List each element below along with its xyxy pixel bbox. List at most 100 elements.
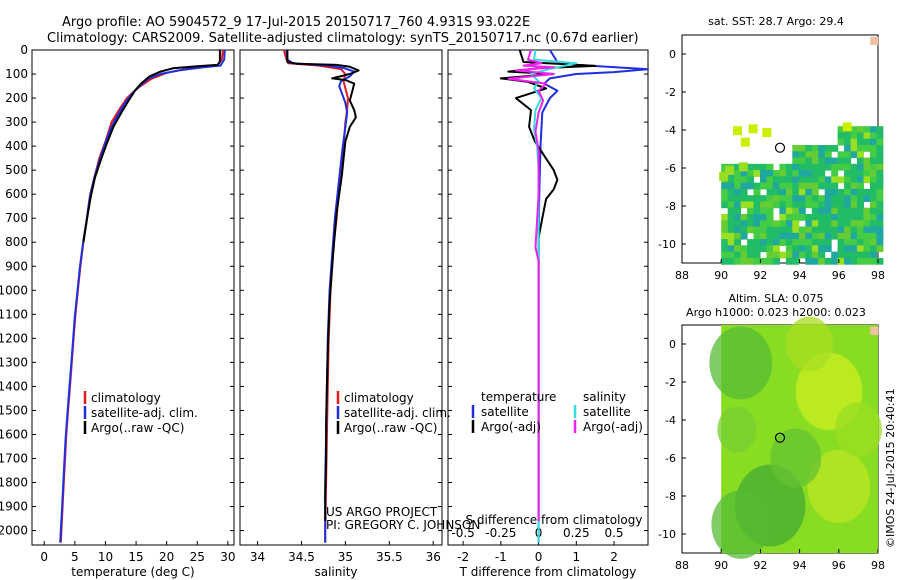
- x-tick-label: 36: [426, 550, 441, 564]
- sst-cell: [876, 207, 884, 215]
- depth-tick-label: 300: [5, 115, 28, 129]
- sst-cell: [857, 214, 864, 221]
- temperature-series-satellite-adj-clim: [59, 49, 226, 543]
- legend-label-s-satellite: satellite: [583, 405, 631, 419]
- sst-cell: [876, 220, 884, 228]
- depth-tick-label: 0: [20, 43, 28, 57]
- sst-cell: [734, 207, 742, 215]
- x-tick-label: 0: [40, 550, 48, 564]
- sst-cell: [818, 220, 826, 228]
- sst-cell: [792, 145, 800, 152]
- map-y-tick-label: -6: [665, 162, 676, 175]
- sst-cell: [805, 145, 813, 152]
- sst-cell: [857, 220, 864, 228]
- sst-cell: [811, 257, 819, 265]
- sst-cell: [850, 138, 858, 146]
- sst-cell: [753, 195, 761, 202]
- sst-cell: [850, 176, 858, 184]
- sst-cell: [772, 182, 780, 190]
- sst-cell: [844, 188, 852, 196]
- x-tick-label: -1: [495, 550, 507, 564]
- sst-cell: [753, 182, 761, 190]
- sst-cell: [734, 245, 742, 253]
- sst-cell: [760, 239, 767, 246]
- sst-cell: [721, 245, 729, 253]
- sst-cell: [818, 214, 826, 221]
- sst-cell: [785, 251, 793, 259]
- sst-cell: [818, 176, 826, 184]
- sst-cell: [876, 214, 884, 221]
- map-x-tick-label: 88: [675, 559, 689, 572]
- sst-cell: [766, 182, 774, 190]
- series-layer: [59, 49, 649, 543]
- x-tick-label: 34.5: [288, 550, 315, 564]
- depth-tick-label: 700: [5, 211, 28, 225]
- sst-cell: [772, 176, 780, 184]
- sst-cell: [753, 245, 761, 253]
- sst-cell: [753, 214, 761, 221]
- sst-cell: [870, 207, 877, 215]
- sst-cell: [734, 214, 742, 221]
- sst-cell: [876, 151, 884, 159]
- sst-cell: [844, 182, 852, 190]
- sst-cell: [740, 182, 748, 190]
- sst-cell: [753, 207, 761, 215]
- sst-cell: [805, 245, 813, 253]
- sst-cell: [844, 157, 852, 165]
- sst-cell: [721, 163, 729, 171]
- sst-cell: [747, 239, 755, 246]
- sst-cell: [824, 207, 832, 215]
- sst-cell: [760, 220, 767, 228]
- sst-cell: [863, 145, 871, 152]
- sst-cell: [792, 157, 800, 165]
- x-tick-label: 1: [572, 550, 580, 564]
- sst-cell: [734, 195, 742, 202]
- sst-cell: [863, 245, 871, 253]
- sst-cell: [863, 207, 871, 215]
- sst-cell: [727, 182, 735, 190]
- sst-cell: [798, 145, 806, 152]
- sst-cell: [738, 162, 748, 172]
- sst-cell: [798, 176, 806, 184]
- sst-cell: [805, 251, 813, 259]
- sst-cell: [831, 157, 839, 165]
- sst-cell: [760, 182, 767, 190]
- sst-cell: [876, 257, 884, 265]
- sst-cell: [785, 207, 793, 215]
- map-y-tick-label: -2: [665, 376, 676, 389]
- sst-cell: [863, 157, 871, 165]
- sst-cell: [837, 251, 845, 259]
- legend-label-argo: Argo(..raw -QC): [344, 421, 437, 435]
- sst-cell: [850, 151, 858, 159]
- sst-cell: [721, 188, 729, 196]
- salinity-series-satellite-adj-clim: [285, 49, 356, 543]
- depth-tick-label: 600: [5, 187, 28, 201]
- sst-cell: [798, 182, 806, 190]
- sst-cell: [850, 220, 858, 228]
- sst-cell: [824, 176, 832, 184]
- sst-cell: [779, 220, 787, 228]
- sst-cell: [760, 226, 767, 234]
- sst-cell: [779, 226, 787, 234]
- legend-label-s-argo: Argo(-adj): [583, 420, 643, 434]
- sst-cell: [753, 188, 761, 196]
- sst-cell: [850, 232, 858, 240]
- difference-legend: temperature salinity satellite Argo(-adj…: [471, 390, 643, 434]
- sst-cell: [818, 245, 826, 253]
- sst-cell: [748, 124, 758, 134]
- sst-cell: [870, 188, 877, 196]
- sst-cell: [792, 151, 800, 159]
- sst-cell: [837, 176, 845, 184]
- sst-cell: [779, 251, 787, 259]
- depth-tick-label: 400: [5, 139, 28, 153]
- map-y-tick-label: -4: [665, 124, 676, 137]
- sst-cell: [785, 170, 793, 177]
- sst-cell: [876, 188, 884, 196]
- legend-header-salinity: salinity: [583, 390, 626, 404]
- sst-cell: [818, 239, 826, 246]
- sst-cell: [721, 182, 729, 190]
- sst-cell: [805, 170, 813, 177]
- sst-cell: [740, 214, 748, 221]
- sst-cell: [747, 226, 755, 234]
- sst-cell: [766, 195, 774, 202]
